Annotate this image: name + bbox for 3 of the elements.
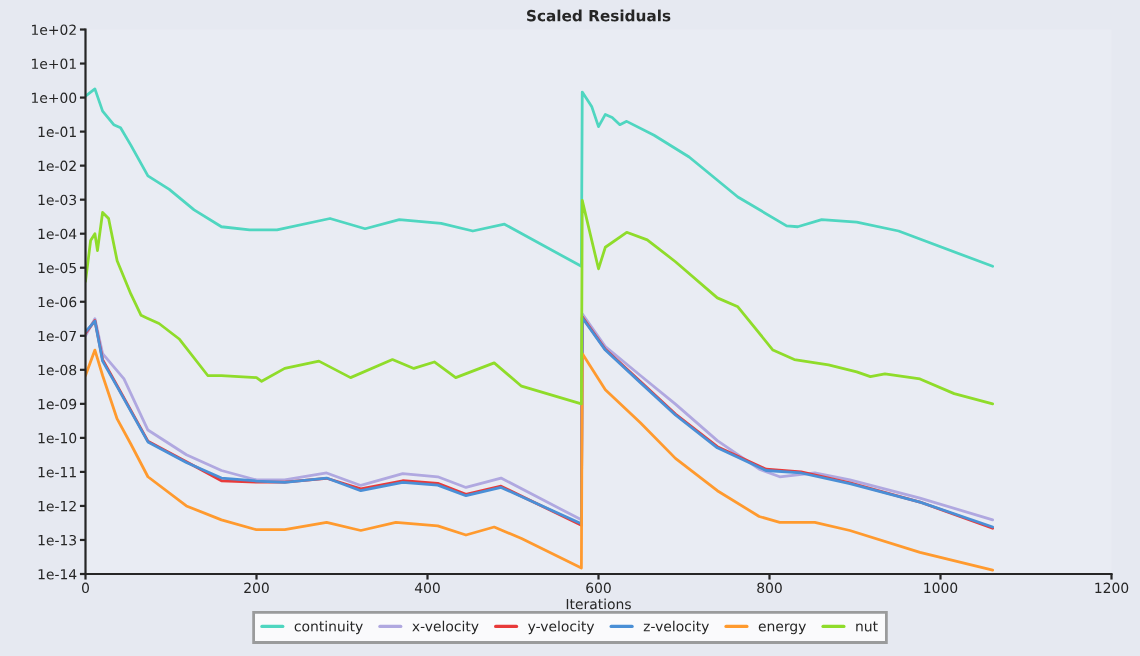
line-series: [85, 199, 995, 406]
line-series: [85, 87, 995, 268]
line-series: [85, 348, 995, 572]
